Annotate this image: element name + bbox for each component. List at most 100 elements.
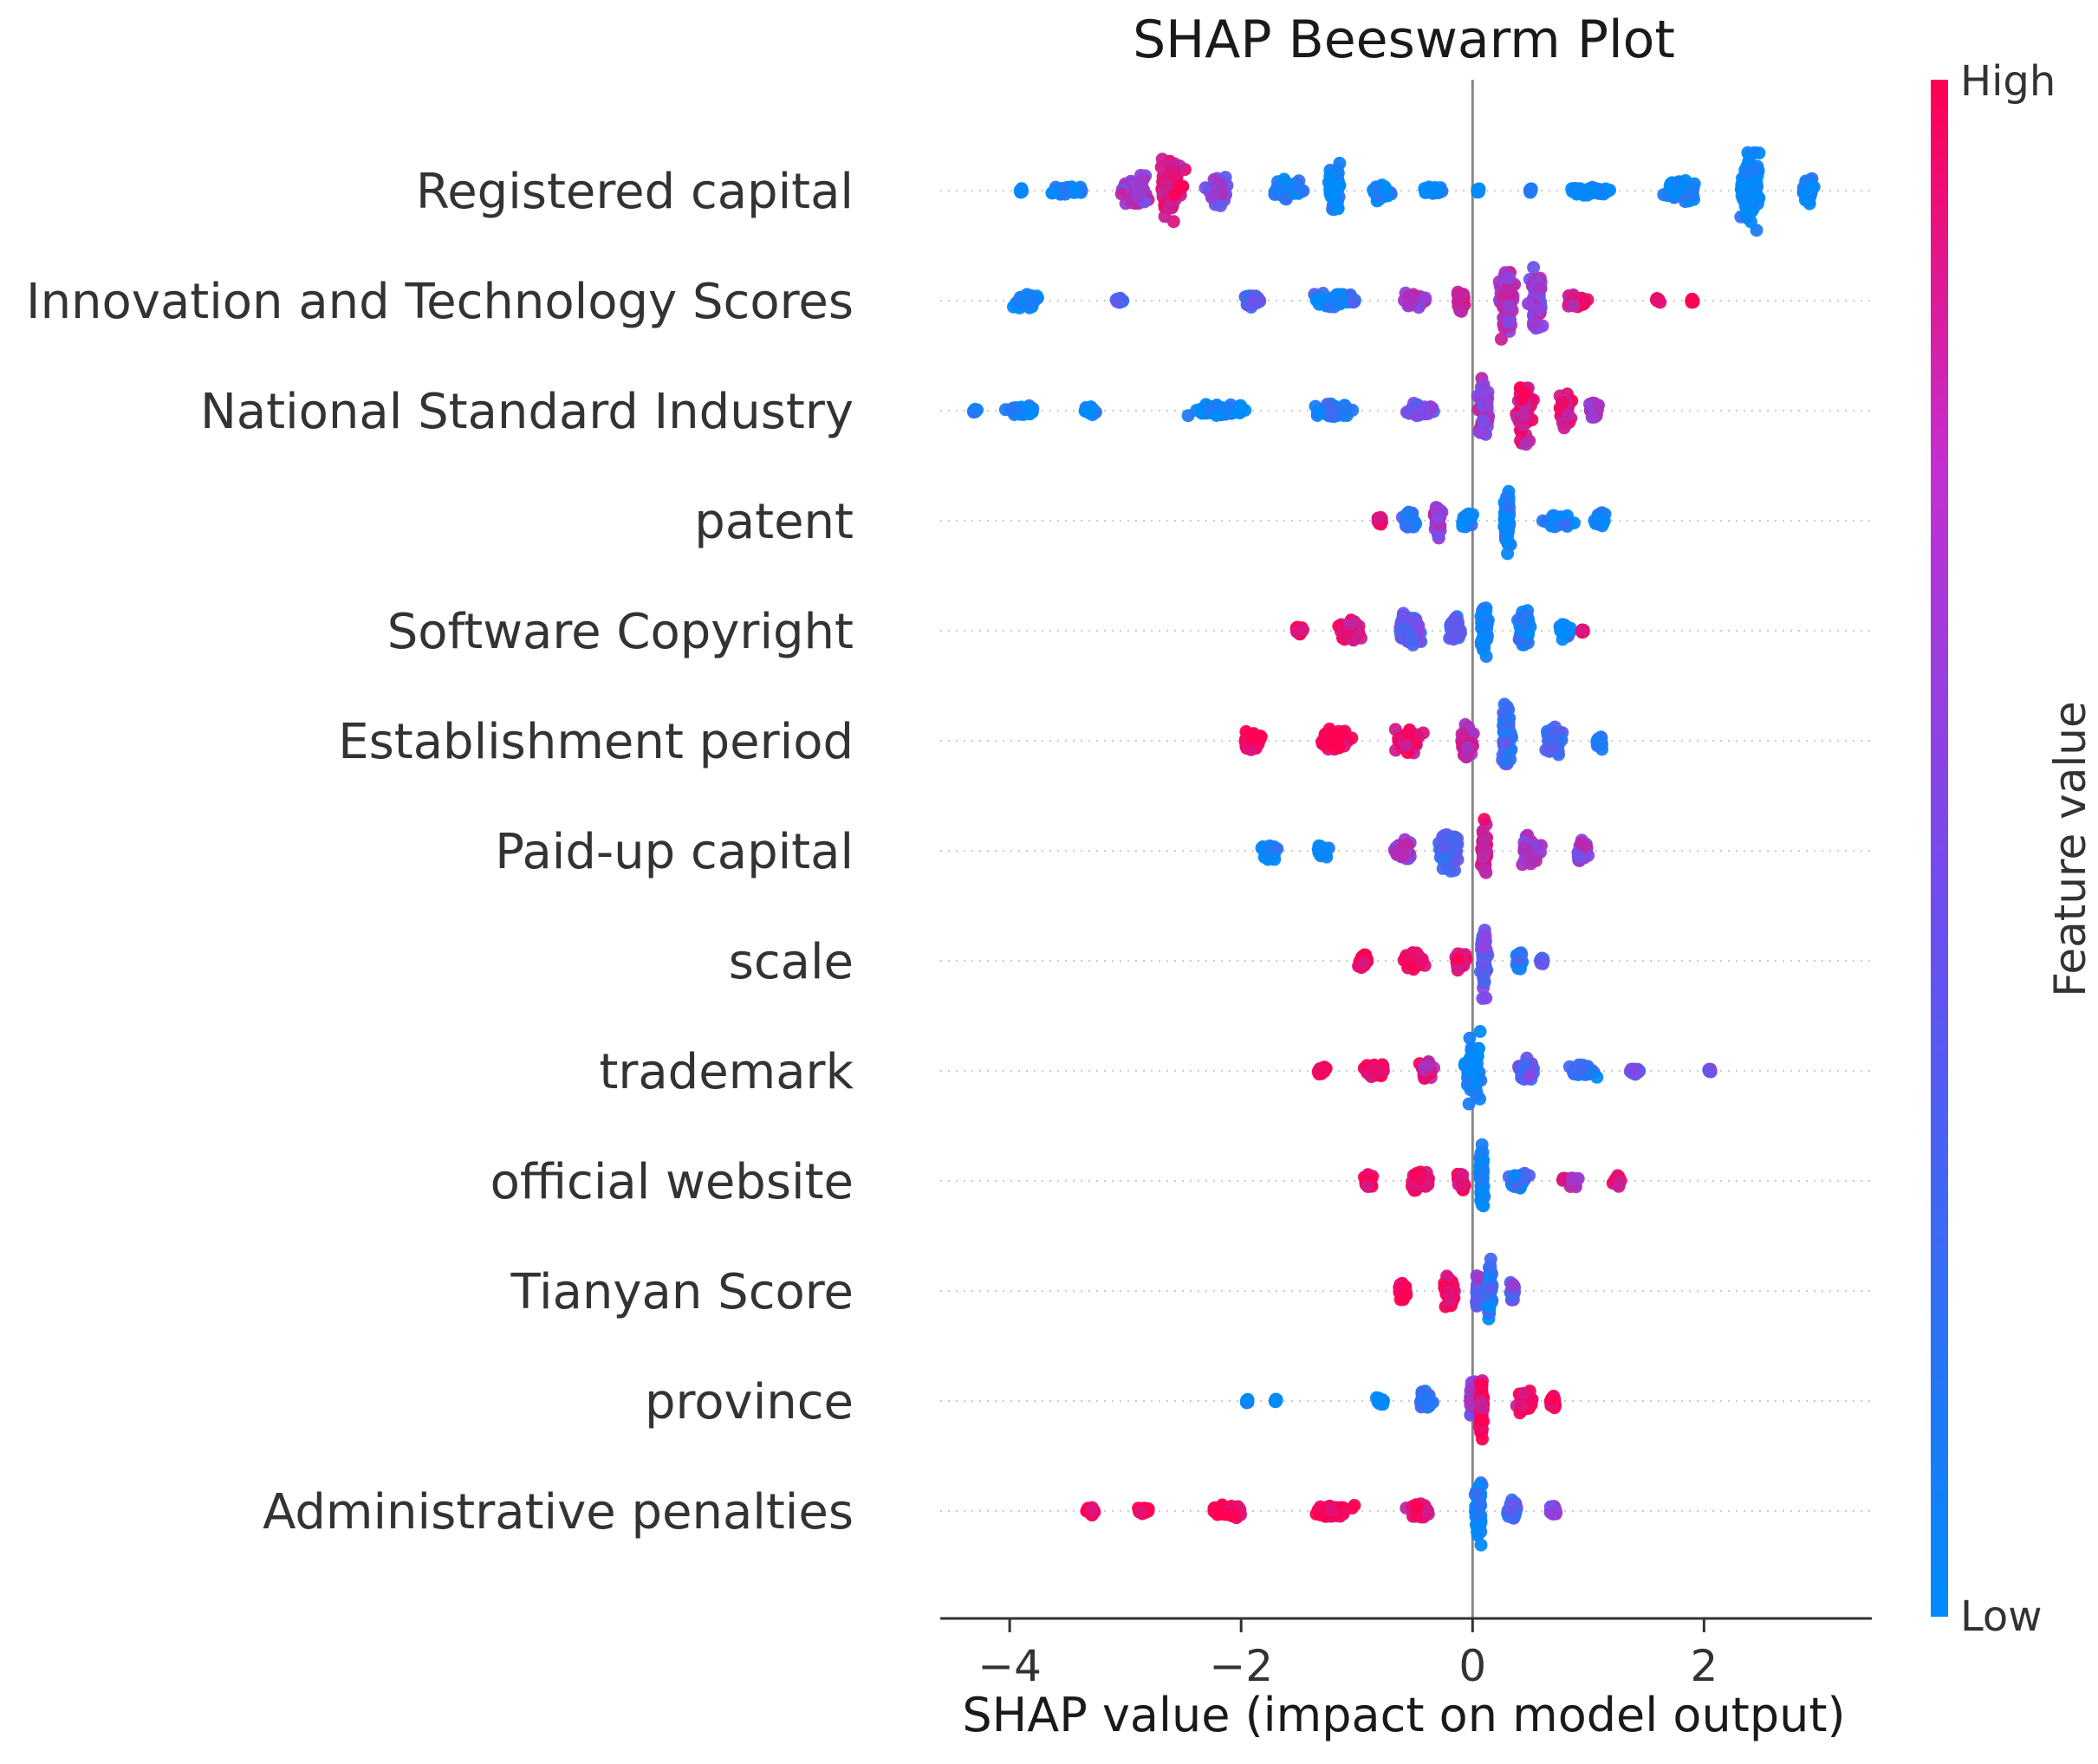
shap-point — [1474, 1395, 1487, 1408]
shap-point — [1357, 957, 1371, 970]
shap-point — [1162, 200, 1176, 214]
shap-point — [1523, 184, 1537, 198]
shap-point — [1517, 619, 1531, 633]
shap-point — [1114, 187, 1128, 201]
shap-point — [1478, 929, 1492, 943]
shap-point — [1748, 188, 1762, 202]
shap-point — [1405, 295, 1419, 309]
shap-point — [1316, 1063, 1330, 1077]
x-tick-label: −2 — [1209, 1641, 1273, 1691]
shap-point — [1431, 511, 1445, 525]
shap-point — [1410, 1500, 1424, 1514]
x-tick-label: −4 — [978, 1641, 1042, 1691]
shap-point — [1159, 179, 1173, 192]
shap-point — [1566, 1172, 1579, 1186]
shap-point — [1503, 271, 1517, 285]
shap-point — [1134, 175, 1148, 189]
shap-point — [1480, 397, 1494, 411]
colorbar-low-label: Low — [1960, 1592, 2043, 1641]
shap-point — [1504, 752, 1517, 766]
beeswarm-points — [967, 146, 1821, 1552]
shap-point — [1476, 1432, 1489, 1446]
shap-point — [1504, 1504, 1517, 1518]
x-axis-label: SHAP value (impact on model output) — [962, 1688, 1845, 1742]
shap-point — [1500, 490, 1514, 504]
x-axis-ticks: −4 −2 0 2 — [978, 1618, 1718, 1691]
shap-point — [1501, 282, 1515, 295]
shap-point — [1545, 1392, 1559, 1406]
shap-point — [1506, 1278, 1520, 1292]
shap-point — [1476, 824, 1490, 838]
feature-label: Administrative penalties — [263, 1484, 854, 1540]
feature-label: Establishment period — [338, 714, 854, 770]
shap-point — [1324, 190, 1338, 204]
shap-point — [1527, 261, 1541, 275]
shap-point — [1413, 1171, 1427, 1185]
shap-point — [1517, 1386, 1530, 1400]
shap-point — [1378, 180, 1392, 194]
shap-point — [1436, 861, 1450, 875]
shap-point — [1573, 183, 1587, 196]
shap-point — [1462, 1097, 1476, 1111]
shap-point — [1327, 290, 1341, 304]
shap-point — [1483, 1300, 1497, 1313]
shap-point — [1591, 399, 1605, 412]
shap-point — [1176, 179, 1190, 193]
shap-point — [1517, 408, 1530, 422]
shap-point — [1500, 700, 1514, 714]
shap-point — [1476, 1145, 1490, 1159]
shap-point — [1393, 1293, 1407, 1307]
shap-point — [1245, 294, 1259, 307]
shap-point — [1460, 740, 1474, 754]
feature-label: Software Copyright — [387, 604, 854, 660]
shap-point — [1015, 184, 1029, 198]
shap-point — [1361, 1180, 1374, 1193]
shap-point — [1471, 1487, 1484, 1501]
shap-point — [1503, 501, 1517, 515]
shap-point — [1233, 401, 1247, 415]
shap-point — [1546, 1507, 1560, 1521]
shap-point — [1515, 1398, 1529, 1412]
shap-point — [1459, 750, 1473, 763]
shap-point — [1535, 956, 1548, 970]
shap-point — [1595, 743, 1609, 756]
shap-point — [1477, 940, 1491, 954]
shap-point — [1586, 184, 1599, 198]
shap-point — [1347, 295, 1361, 309]
shap-point — [1445, 832, 1459, 846]
shap-point — [1474, 1194, 1488, 1208]
shap-point — [1473, 1025, 1487, 1038]
feature-labels: Registered capital Innovation and Technol… — [26, 164, 854, 1540]
shap-point — [1416, 726, 1430, 740]
colorbar — [1931, 80, 1948, 1617]
shap-point — [1536, 514, 1549, 528]
shap-point — [1393, 846, 1407, 860]
shap-point — [1209, 186, 1223, 200]
shap-point — [1327, 735, 1341, 749]
shap-point — [1374, 1398, 1388, 1411]
shap-point — [1478, 975, 1491, 989]
shap-point — [1463, 1031, 1477, 1045]
shap-point — [1523, 1169, 1536, 1183]
shap-point — [1006, 401, 1020, 415]
shap-point — [1241, 1393, 1255, 1407]
shap-point — [1556, 395, 1569, 409]
shap-point — [1437, 840, 1451, 853]
shap-point — [1479, 844, 1493, 858]
shap-point — [1451, 853, 1465, 866]
shap-point — [1218, 402, 1232, 416]
shap-point — [1507, 1170, 1521, 1183]
shap-point — [1416, 1393, 1430, 1407]
shap-point — [1522, 1069, 1536, 1083]
chart-title: SHAP Beeswarm Plot — [1133, 10, 1675, 70]
shap-point — [1432, 529, 1445, 542]
shap-point — [1477, 414, 1491, 428]
shap-point — [1335, 725, 1348, 739]
shap-point — [1155, 152, 1169, 166]
shap-point — [1181, 409, 1195, 423]
shap-point — [1803, 181, 1817, 195]
shap-point — [1213, 199, 1227, 212]
shap-point — [1477, 632, 1490, 646]
shap-point — [1472, 1041, 1485, 1055]
